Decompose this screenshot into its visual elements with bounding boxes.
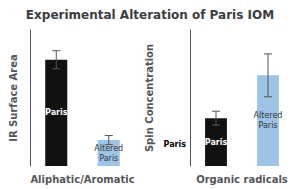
svg-text:Altered: Altered bbox=[94, 144, 123, 153]
svg-text:IR Surface Area: IR Surface Area bbox=[8, 54, 19, 142]
svg-text:Spin Concentration: Spin Concentration bbox=[144, 44, 155, 152]
svg-text:Paris: Paris bbox=[205, 138, 228, 147]
svg-text:Altered: Altered bbox=[254, 111, 283, 120]
svg-text:Paris: Paris bbox=[164, 140, 187, 149]
svg-text:Organic radicals: Organic radicals bbox=[196, 174, 288, 185]
svg-text:Paris: Paris bbox=[45, 108, 68, 117]
svg-text:Paris: Paris bbox=[258, 121, 277, 130]
svg-text:Aliphatic/Aromatic: Aliphatic/Aromatic bbox=[30, 174, 134, 185]
svg-text:Paris: Paris bbox=[99, 154, 118, 163]
svg-text:Experimental Alteration of Par: Experimental Alteration of Paris IOM bbox=[26, 8, 274, 22]
